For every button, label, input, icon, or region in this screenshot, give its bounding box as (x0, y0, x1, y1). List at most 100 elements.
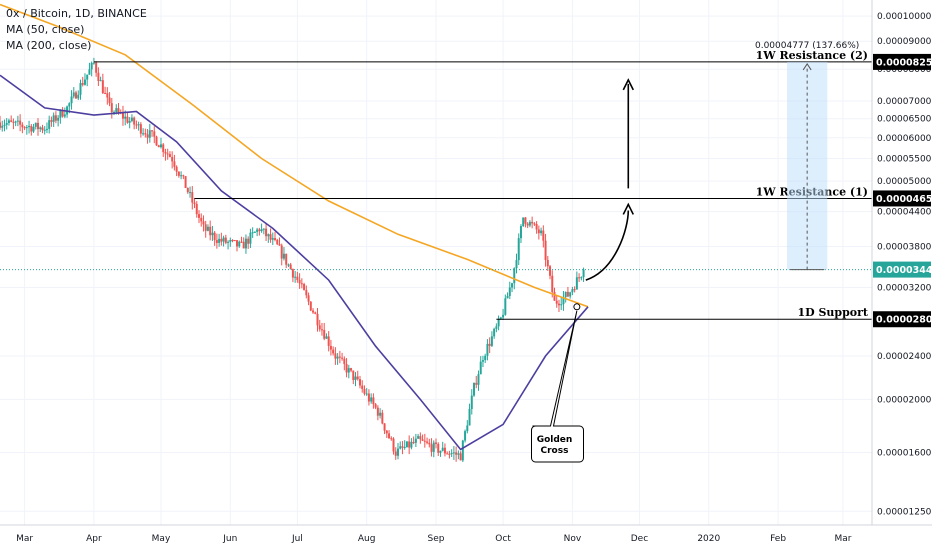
candle (86, 74, 89, 80)
candle (34, 122, 37, 127)
candle (253, 231, 256, 233)
time-tick-label: 2020 (697, 534, 720, 544)
symbol-title[interactable]: 0x / Bitcoin, 1D, BINANCE (6, 7, 147, 20)
candle (379, 412, 382, 416)
candle (473, 382, 476, 396)
ma50-legend[interactable]: MA (50, close) (6, 23, 85, 36)
candle (323, 329, 326, 339)
candle (128, 120, 131, 123)
candle (186, 187, 189, 193)
candle (137, 124, 140, 126)
candle (57, 117, 60, 121)
candle (479, 361, 482, 375)
candle (68, 103, 71, 107)
candle (446, 453, 449, 455)
price-tick-label: 0.00007000 (877, 97, 932, 107)
candle (88, 69, 91, 75)
candle (195, 203, 198, 215)
candle (396, 448, 399, 456)
candle (193, 202, 196, 204)
candle (95, 62, 98, 73)
golden-cross-marker (573, 303, 581, 311)
candle (12, 121, 15, 123)
candle (52, 115, 55, 122)
candle (336, 356, 339, 359)
candle (130, 117, 133, 121)
candle (575, 277, 578, 290)
candle (146, 134, 149, 138)
candle (213, 232, 216, 241)
candle (220, 238, 223, 242)
ma200-legend[interactable]: MA (200, close) (6, 39, 92, 52)
candle (399, 446, 402, 449)
price-tick-label: 0.00002400 (877, 352, 932, 362)
candle (224, 237, 227, 243)
candle (19, 120, 22, 125)
candle (542, 230, 545, 241)
candle (182, 175, 185, 177)
candle (200, 217, 203, 222)
candle (50, 120, 53, 122)
ma200-line (0, 3, 589, 308)
curved-arrow (585, 210, 630, 281)
candle (459, 453, 462, 461)
candle (403, 446, 406, 448)
candle (291, 269, 294, 278)
candle (282, 253, 285, 259)
candle (363, 388, 366, 394)
candle (394, 451, 397, 456)
candle (72, 92, 75, 97)
candle (535, 223, 538, 230)
candle (104, 93, 107, 95)
candle (412, 441, 415, 443)
candle (569, 292, 572, 297)
candle (329, 345, 332, 350)
candle (247, 238, 250, 244)
candle (316, 313, 319, 326)
candle (508, 287, 511, 296)
candle (75, 92, 78, 99)
candle (464, 431, 467, 441)
candle (582, 269, 585, 278)
candles (0, 57, 585, 463)
price-tick-label: 0.00006000 (877, 134, 932, 144)
candle (365, 393, 368, 395)
candle (202, 221, 205, 225)
candle (439, 450, 442, 453)
candle (45, 128, 48, 130)
candle (25, 127, 28, 129)
candle (184, 176, 187, 188)
candle (37, 122, 40, 130)
candle (177, 171, 180, 176)
candle (334, 353, 337, 359)
legend: 0x / Bitcoin, 1D, BINANCE MA (50, close)… (6, 6, 147, 54)
candle (511, 283, 514, 288)
candle (327, 336, 330, 346)
candle (481, 360, 484, 362)
candle (117, 108, 120, 113)
candle (32, 126, 35, 132)
candle (108, 97, 111, 104)
candle (278, 244, 281, 246)
candle (251, 232, 254, 234)
candle (502, 314, 505, 318)
time-tick-label: Feb (770, 534, 786, 544)
candle (218, 238, 221, 243)
candle (461, 440, 464, 461)
time-tick-label: Jun (222, 534, 237, 544)
level-label: 1W Resistance (2) (756, 49, 868, 62)
candle (320, 329, 323, 331)
candle (97, 72, 100, 81)
candle (408, 441, 411, 448)
candle (347, 368, 350, 373)
candle (477, 374, 480, 385)
candle (142, 133, 145, 135)
price-tick-label: 0.00001600 (877, 448, 932, 458)
candle (285, 253, 288, 265)
candle (580, 277, 583, 279)
candle (578, 277, 581, 279)
candle (497, 318, 500, 327)
candle (383, 423, 386, 431)
